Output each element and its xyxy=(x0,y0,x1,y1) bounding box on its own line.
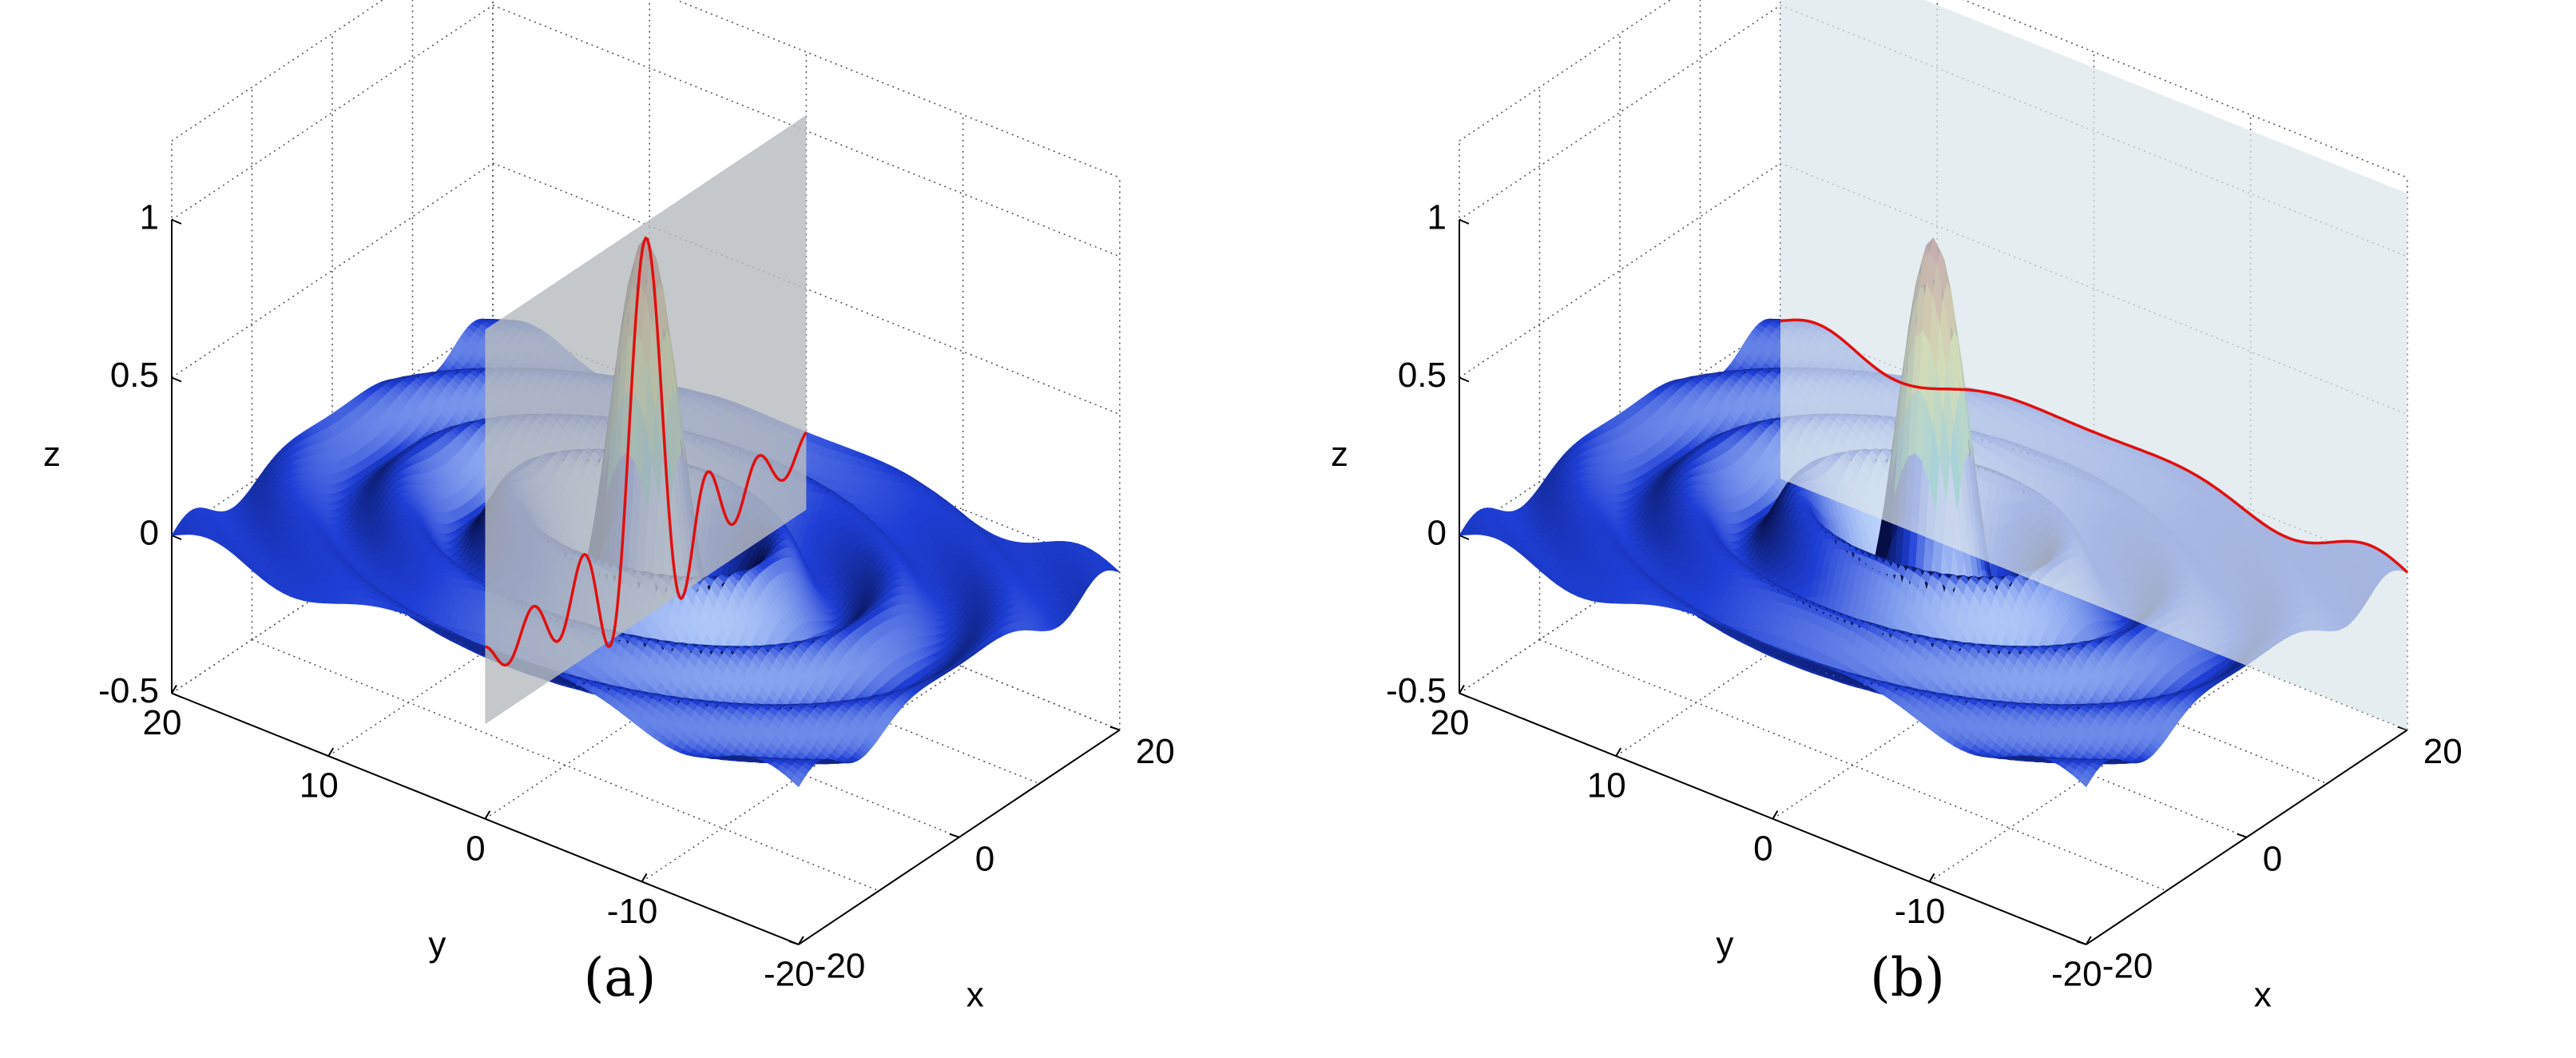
x-tick xyxy=(1109,726,1121,731)
y-tick xyxy=(641,873,648,882)
x-tick xyxy=(949,833,960,838)
axes xyxy=(171,219,1121,945)
wall-gridline-z xyxy=(492,4,1121,257)
subplot-a: 1 0.5 0 -0.5 20 10 0 -10 -20 -20 0 20 z y x (a) xyxy=(43,0,1175,1014)
y-tick xyxy=(327,747,335,757)
wall-gridline-z xyxy=(492,162,1121,416)
floor-gridline-y xyxy=(252,638,879,892)
z-tick xyxy=(171,535,182,540)
y-tick xyxy=(171,684,177,694)
z-tick xyxy=(171,376,182,383)
z-tick xyxy=(171,692,182,698)
y-tick xyxy=(797,936,804,945)
z-tick xyxy=(171,219,182,225)
x-tick xyxy=(788,940,800,945)
y-tick xyxy=(484,810,491,820)
